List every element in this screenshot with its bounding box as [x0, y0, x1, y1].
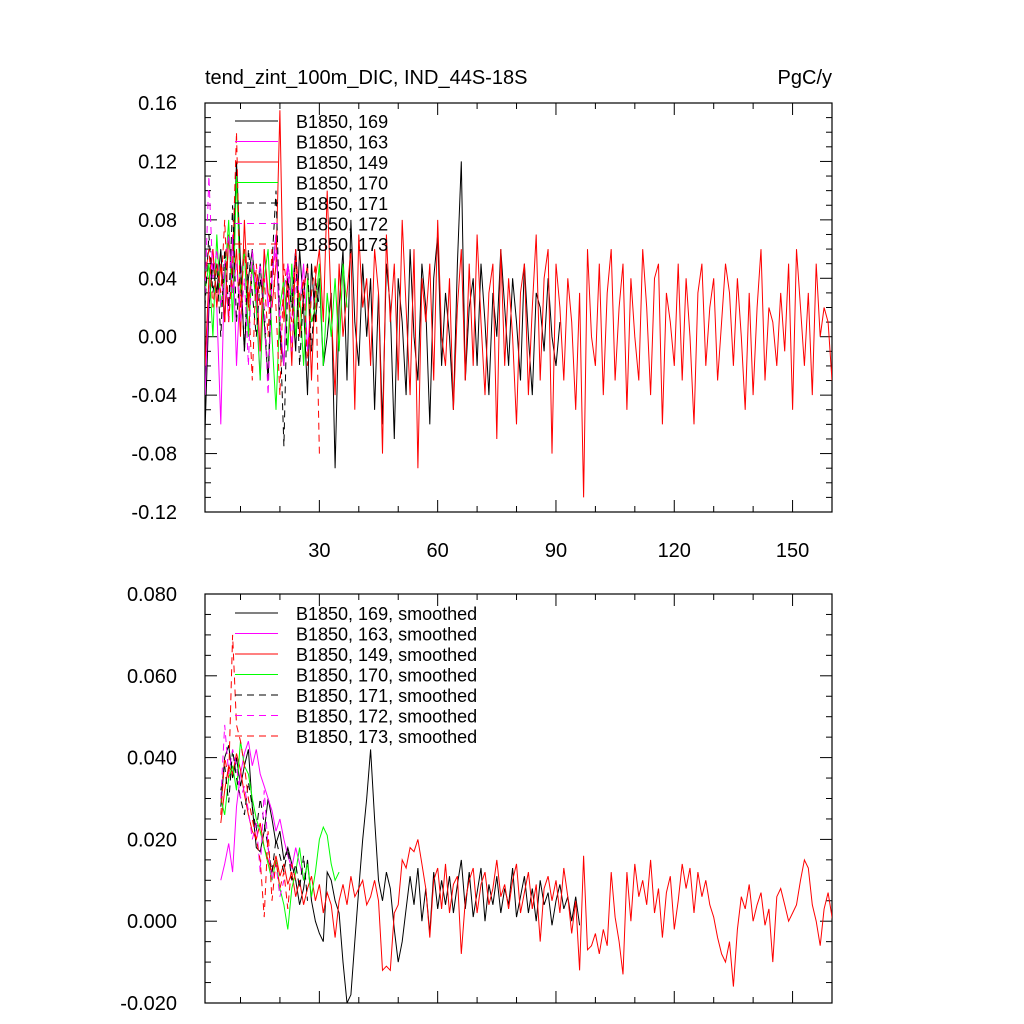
x-tick-label: 90 [545, 540, 567, 562]
series-line-b1850-171-smoothed [220, 749, 308, 901]
legend-label: B1850, 169 [296, 112, 388, 132]
y-tick-label: 0.12 [138, 151, 177, 173]
series-line-b1850-149-smoothed [220, 753, 832, 987]
x-tick-label: 30 [308, 540, 330, 562]
y-tick-label: 0.000 [127, 911, 177, 933]
y-tick-label: 0.040 [127, 748, 177, 770]
bottom-panel: -0.020 0.000 0.020 0.040 0.060 0.080 B1850, 16… [120, 584, 833, 1015]
legend-label: B1850, 173, smoothed [296, 727, 477, 747]
y-tick-label: 0.080 [127, 584, 177, 606]
y-tick-label: 0.16 [138, 93, 177, 115]
y-tick-label: -0.04 [131, 385, 177, 407]
legend-label: B1850, 169, smoothed [296, 604, 477, 624]
legend-label: B1850, 173 [296, 235, 388, 255]
legend-label: B1850, 172, smoothed [296, 707, 477, 727]
legend-label: B1850, 163 [296, 133, 388, 153]
chart-units: PgC/y [778, 67, 832, 89]
series-line-b1850-172 [205, 175, 297, 396]
y-tick-label: 0.060 [127, 666, 177, 688]
legend-label: B1850, 170 [296, 174, 388, 194]
y-tick-label: 0.08 [138, 210, 177, 232]
legend-label: B1850, 172 [296, 215, 388, 235]
x-tick-label: 60 [427, 540, 449, 562]
y-tick-label: 0.020 [127, 829, 177, 851]
x-tick-label: 120 [658, 540, 691, 562]
y-tick-label: 0.04 [138, 268, 177, 290]
y-tick-label: 0.00 [138, 327, 177, 349]
x-tick-label: 150 [776, 540, 809, 562]
legend-label: B1850, 163, smoothed [296, 625, 477, 645]
series-line-b1850-173 [205, 132, 320, 454]
legend-label: B1850, 149 [296, 153, 388, 173]
y-tick-label: -0.12 [131, 502, 177, 524]
legend-label: B1850, 170, smoothed [296, 666, 477, 686]
y-tick-label: -0.08 [131, 444, 177, 466]
series-line-b1850-163-smoothed [220, 741, 305, 881]
legend-label: B1850, 171, smoothed [296, 686, 477, 706]
legend-label: B1850, 149, smoothed [296, 645, 477, 665]
chart-title: tend_zint_100m_DIC, IND_44S-18S [205, 67, 527, 89]
top-panel: -0.12 -0.08 -0.04 0.00 0.04 0.08 0.12 0.16 30 60 9… [131, 93, 833, 562]
series-line-b1850-173-smoothed [220, 634, 297, 918]
series-line-b1850-172-smoothed [220, 724, 285, 897]
legend-label: B1850, 171 [296, 194, 388, 214]
series-line-b1850-170 [205, 175, 348, 410]
y-tick-label: -0.020 [120, 993, 177, 1015]
